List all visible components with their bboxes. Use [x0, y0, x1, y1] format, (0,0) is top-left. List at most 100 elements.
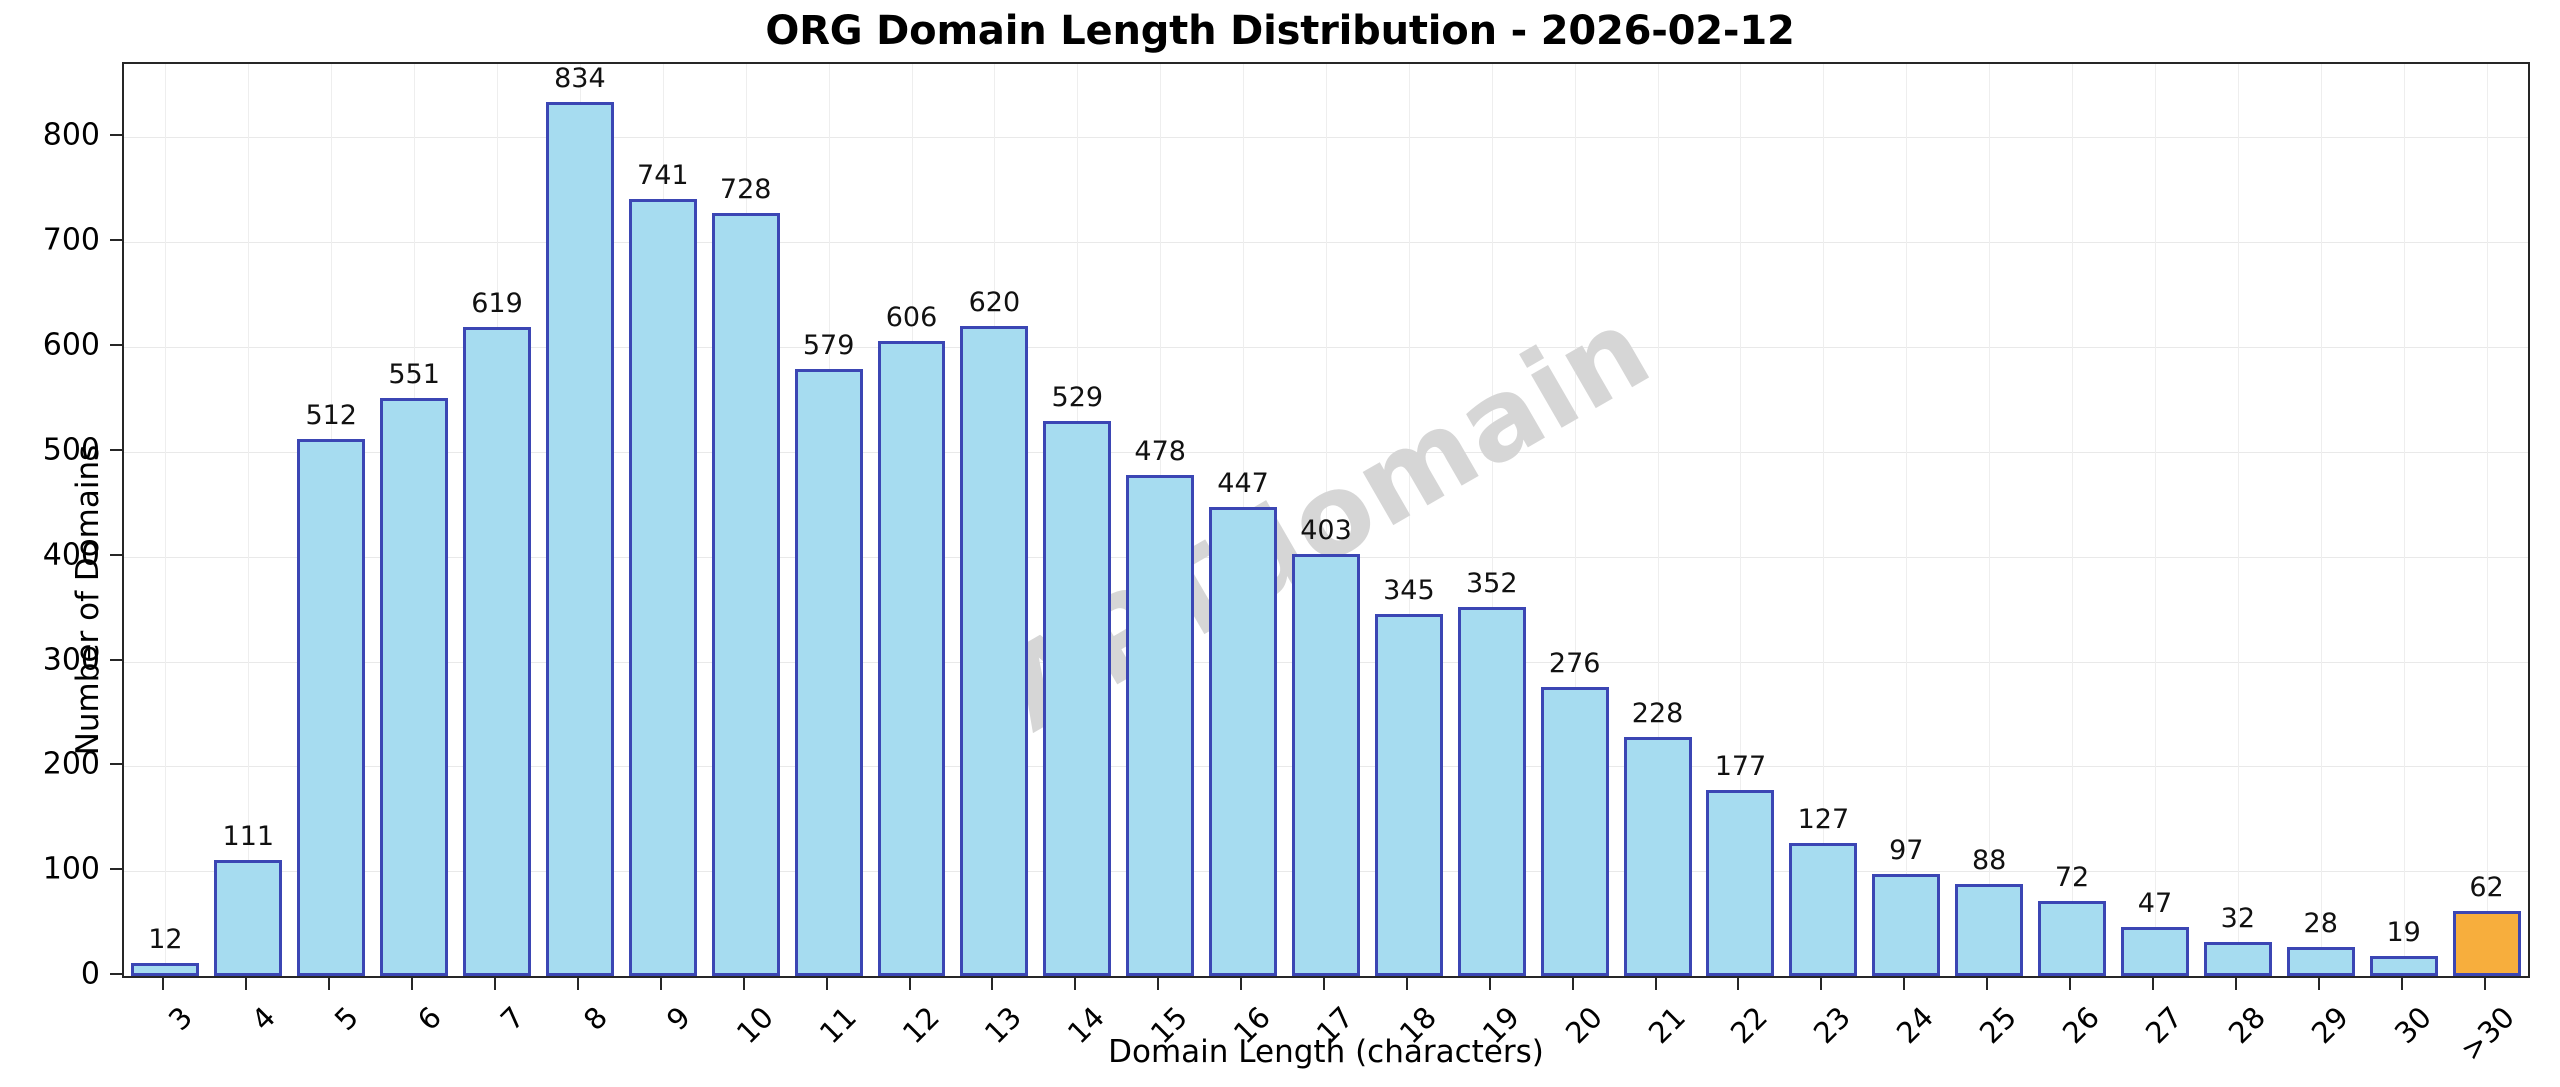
bar[interactable] [1623, 737, 1692, 976]
bar[interactable] [297, 439, 366, 976]
x-tick-mark [1157, 978, 1160, 990]
bar-group: 529 [1036, 64, 1119, 976]
x-tick-mark [245, 978, 248, 990]
gridline-horizontal [124, 976, 2528, 977]
x-tick-label: 9 [659, 1000, 697, 1038]
bar-group: 551 [373, 64, 456, 976]
bar-value-label: 12 [148, 924, 183, 956]
bar-value-label: 606 [885, 301, 938, 333]
bar[interactable] [1374, 614, 1443, 976]
bar-group: 728 [704, 64, 787, 976]
gridline-vertical [2154, 64, 2156, 976]
x-tick-label: 4 [245, 1000, 283, 1038]
bar[interactable] [1872, 874, 1941, 976]
x-axis: 3 4 5 6 7 8 9 10 11 12 13 14 15 16 17 18 19 20 21 22 23 24 25 2… [122, 978, 2530, 1087]
bar-value-label: 111 [222, 820, 275, 852]
bar-value-label: 62 [2469, 872, 2504, 904]
bar-value-label: 529 [1051, 382, 1104, 414]
y-axis: Number of Domains 0 100 200 300 400 500 600 700… [0, 62, 122, 992]
bar-group: 88 [1948, 64, 2031, 976]
bar[interactable] [1540, 686, 1609, 976]
y-tick-label: 400 [42, 537, 100, 573]
gridline-vertical [1657, 64, 1659, 976]
y-tick-mark [110, 344, 122, 347]
bar[interactable] [1126, 474, 1195, 976]
bar[interactable] [1292, 553, 1360, 976]
bar[interactable] [2120, 926, 2189, 976]
gridline-vertical [2320, 64, 2322, 976]
x-tick-label: 7 [493, 1000, 532, 1038]
y-tick-label: 800 [42, 117, 100, 153]
bar-value-label: 177 [1714, 751, 1767, 783]
bar[interactable] [545, 101, 614, 976]
bar-group: 276 [1533, 64, 1616, 976]
bar-value-label: 834 [554, 62, 606, 94]
gridline-vertical [1326, 64, 1327, 976]
bar-value-label: 345 [1383, 575, 1435, 607]
gridline-vertical [1408, 64, 1410, 976]
x-tick-mark [411, 978, 414, 990]
y-tick-label: 300 [42, 642, 100, 678]
y-tick-label: 100 [42, 851, 100, 887]
x-tick-mark [659, 978, 662, 990]
bar[interactable] [1706, 790, 1775, 976]
bar[interactable] [380, 398, 449, 976]
x-tick-mark [576, 978, 579, 990]
bar[interactable] [628, 199, 697, 976]
x-tick-mark [1820, 978, 1823, 990]
x-tick-mark [2234, 978, 2237, 990]
bar-value-label: 447 [1217, 468, 1269, 500]
y-tick-mark [110, 134, 122, 137]
bar-group: 619 [456, 64, 539, 976]
bar-group: 228 [1616, 64, 1699, 976]
bar-group: 111 [207, 64, 290, 976]
y-tick-label: 500 [42, 432, 100, 468]
x-tick-mark [162, 978, 165, 990]
x-tick-mark [1986, 978, 1989, 990]
bar-series: 12 111 512 551 619 834 741 728 579 606 620 529 478 44… [124, 64, 2528, 976]
bar-value-label: 127 [1797, 803, 1850, 835]
bar[interactable] [131, 963, 200, 976]
x-tick-mark [1571, 978, 1574, 990]
x-tick-mark [1488, 978, 1491, 990]
bar[interactable] [1043, 421, 1112, 976]
gridline-vertical [1906, 64, 1908, 976]
bar[interactable] [1457, 607, 1526, 976]
bar-value-label: 28 [2303, 907, 2338, 939]
x-tick-mark [825, 978, 828, 990]
bar[interactable] [214, 859, 283, 976]
bar[interactable] [1789, 842, 1858, 976]
x-tick-mark [1074, 978, 1077, 990]
bar[interactable] [1209, 507, 1278, 976]
bar[interactable] [794, 369, 863, 976]
bar[interactable] [463, 327, 531, 976]
bar-group: 620 [953, 64, 1036, 976]
gridline-vertical [1823, 64, 1825, 976]
gridline-vertical [1989, 64, 1991, 976]
bar[interactable] [1955, 883, 2024, 976]
bar[interactable] [960, 326, 1029, 976]
x-tick-label: 6 [411, 1000, 449, 1038]
bar-group: 19 [2362, 64, 2445, 976]
bar-group: 177 [1699, 64, 1782, 976]
bar-value-label: 728 [719, 173, 772, 205]
bar-value-label: 512 [305, 400, 357, 432]
x-tick-label: 3 [162, 1000, 200, 1038]
bar-group: 834 [538, 64, 621, 976]
x-tick-mark [494, 978, 497, 990]
bar[interactable] [2286, 946, 2355, 976]
bar[interactable] [2203, 942, 2272, 976]
bar-group: 352 [1450, 64, 1533, 976]
bar[interactable] [2369, 956, 2438, 976]
bar[interactable] [711, 212, 780, 976]
bar[interactable] [2452, 911, 2521, 976]
gridline-vertical [248, 64, 250, 976]
x-tick-mark [908, 978, 911, 990]
bar[interactable] [2038, 900, 2107, 976]
bar[interactable] [877, 340, 946, 976]
bar-group: 478 [1119, 64, 1202, 976]
bar-value-label: 741 [637, 160, 689, 192]
bar-value-label: 619 [471, 288, 523, 320]
x-tick-mark [1903, 978, 1906, 990]
